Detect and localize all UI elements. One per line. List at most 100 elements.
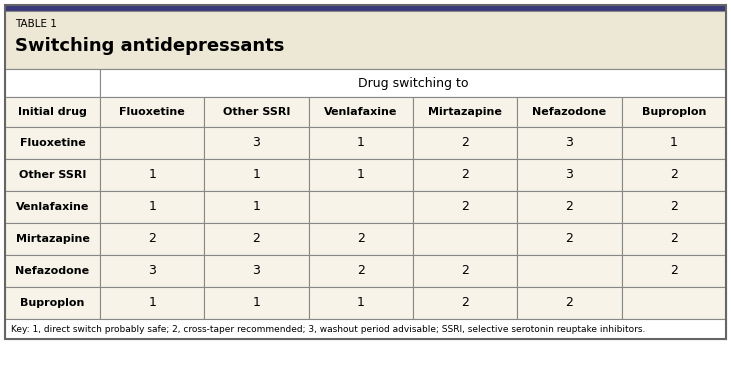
Bar [518,127,621,159]
Text: 2: 2 [461,200,469,214]
Bar [518,97,621,127]
Bar [100,287,205,319]
Bar [621,287,726,319]
Bar [100,191,205,223]
Bar [205,127,308,159]
Bar [518,287,621,319]
Text: 1: 1 [148,200,156,214]
Text: 2: 2 [670,265,678,277]
Text: Venlafaxine: Venlafaxine [324,107,398,117]
Bar [5,11,726,69]
Bar [413,255,518,287]
Text: Buproplon: Buproplon [20,298,85,308]
Bar [413,287,518,319]
Bar [518,191,621,223]
Text: 2: 2 [566,200,573,214]
Bar [205,223,308,255]
Text: Nefazodone: Nefazodone [15,266,90,276]
Bar [518,255,621,287]
Bar [308,127,413,159]
Bar [621,159,726,191]
Bar [518,223,621,255]
Bar [621,97,726,127]
Text: Key: 1, direct switch probably safe; 2, cross-taper recommended; 3, washout peri: Key: 1, direct switch probably safe; 2, … [11,324,645,334]
Text: 1: 1 [253,200,260,214]
Text: 2: 2 [461,168,469,182]
Bar [5,97,100,127]
Bar [413,223,518,255]
Text: 2: 2 [357,233,365,246]
Bar [100,97,205,127]
Bar [413,159,518,191]
Text: 2: 2 [357,265,365,277]
Bar [308,255,413,287]
Bar [100,223,205,255]
Text: 2: 2 [148,233,156,246]
Bar [205,191,308,223]
Text: Other SSRI: Other SSRI [223,107,290,117]
Bar [621,191,726,223]
Text: 2: 2 [670,168,678,182]
Bar [621,127,726,159]
Bar [5,191,100,223]
Bar [100,127,205,159]
Bar [308,97,413,127]
Text: 1: 1 [357,168,365,182]
Text: 2: 2 [670,233,678,246]
Text: Other SSRI: Other SSRI [19,170,86,180]
Text: 1: 1 [148,168,156,182]
Text: Switching antidepressants: Switching antidepressants [15,37,284,55]
Text: 2: 2 [253,233,260,246]
Text: Initial drug: Initial drug [18,107,87,117]
Text: 1: 1 [148,297,156,309]
Text: Fluoxetine: Fluoxetine [119,107,185,117]
Bar [205,255,308,287]
Text: Nefazodone: Nefazodone [532,107,607,117]
Text: Fluoxetine: Fluoxetine [20,138,86,148]
Text: 3: 3 [148,265,156,277]
Bar [100,159,205,191]
Bar [413,127,518,159]
Bar [308,159,413,191]
Bar [5,223,100,255]
Bar [413,191,518,223]
Bar [308,191,413,223]
Bar [413,97,518,127]
Text: 1: 1 [253,297,260,309]
Bar [205,159,308,191]
Text: 2: 2 [566,233,573,246]
Text: 1: 1 [253,168,260,182]
Text: 3: 3 [253,265,260,277]
Bar [5,159,100,191]
Bar [5,287,100,319]
Bar [308,287,413,319]
Bar [621,223,726,255]
Text: 2: 2 [461,137,469,149]
Text: 2: 2 [670,200,678,214]
Bar [5,255,100,287]
Text: 1: 1 [357,297,365,309]
Text: 2: 2 [461,265,469,277]
Bar [100,69,726,97]
Text: 2: 2 [566,297,573,309]
Bar [518,159,621,191]
Bar [205,287,308,319]
Bar [5,319,726,339]
Text: 2: 2 [461,297,469,309]
Bar [5,5,726,11]
Text: Mirtazapine: Mirtazapine [428,107,502,117]
Text: Mirtazapine: Mirtazapine [15,234,89,244]
Bar [5,69,100,97]
Text: 3: 3 [566,168,573,182]
Text: 3: 3 [253,137,260,149]
Bar [621,255,726,287]
Text: 1: 1 [670,137,678,149]
Text: Buproplon: Buproplon [642,107,706,117]
Text: Drug switching to: Drug switching to [357,76,469,90]
Text: TABLE 1: TABLE 1 [15,19,57,29]
Text: Venlafaxine: Venlafaxine [16,202,89,212]
Bar [100,255,205,287]
Text: 3: 3 [566,137,573,149]
Bar [205,97,308,127]
Bar [308,223,413,255]
